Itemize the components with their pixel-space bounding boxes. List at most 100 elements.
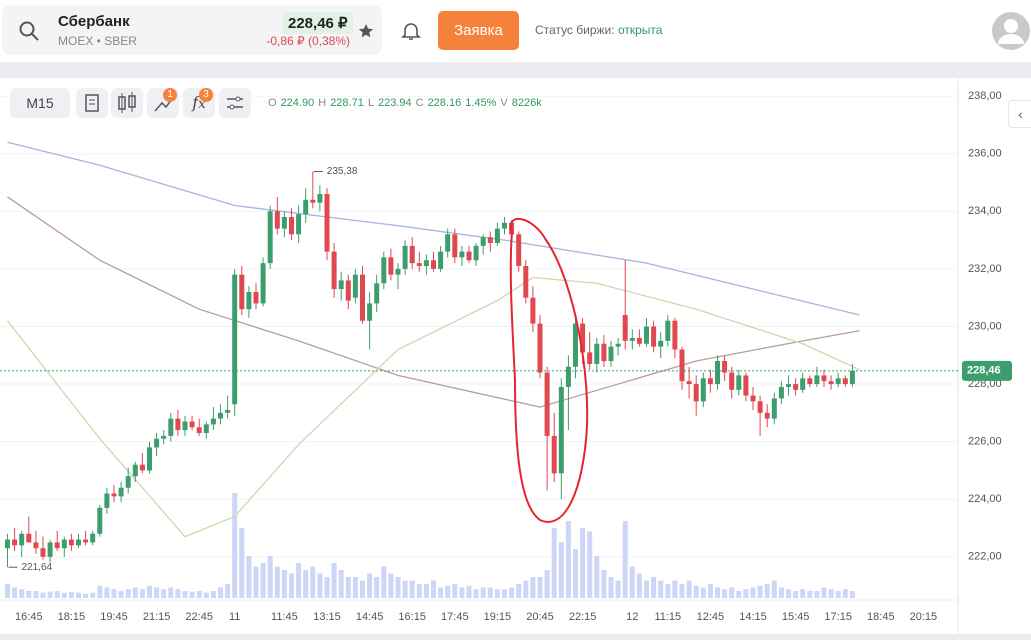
candle-body <box>310 199 316 203</box>
candle-body <box>5 539 10 549</box>
candle-body <box>523 266 529 298</box>
candle-body <box>175 418 181 431</box>
candle-body <box>19 533 25 546</box>
candle-body <box>253 291 259 304</box>
candle-body <box>168 418 174 436</box>
volume-bar <box>352 577 358 598</box>
candle-body <box>367 303 373 321</box>
volume-bar <box>402 580 408 598</box>
candle-body <box>147 447 152 471</box>
candle-body <box>182 421 188 431</box>
candle-body <box>764 412 770 419</box>
volume-bar <box>750 587 756 598</box>
collapse-button[interactable]: ‹ <box>1008 100 1031 128</box>
candle-body <box>622 314 628 341</box>
volume-bar <box>629 566 635 598</box>
volume-bar <box>573 549 578 598</box>
volume-bar <box>793 591 799 598</box>
interval-button[interactable]: M15 <box>10 88 70 118</box>
candle-body <box>722 361 728 373</box>
candle-body <box>487 237 493 243</box>
search-icon[interactable] <box>18 20 40 42</box>
candle-body <box>68 539 74 546</box>
candle-body <box>111 493 117 497</box>
volume-bar <box>509 587 515 598</box>
volume-bar <box>246 556 252 598</box>
bell-icon[interactable] <box>400 20 422 42</box>
candle-body <box>281 217 287 229</box>
x-tick-label: 12:45 <box>697 611 725 623</box>
volume-bar <box>679 584 685 598</box>
candle-body <box>452 234 458 258</box>
volume-bar <box>729 587 735 598</box>
candle-body <box>651 326 657 347</box>
volume-bar <box>253 566 259 598</box>
tool-button[interactable] <box>111 88 143 118</box>
x-tick-label: 19:15 <box>484 611 512 623</box>
ticker: MOEX • SBER <box>58 34 137 48</box>
candle-body <box>771 398 777 419</box>
price-change: -0,86 ₽ (0,38%) <box>266 34 350 48</box>
candle-body <box>786 384 791 387</box>
volume-bar <box>281 570 287 598</box>
volume-bar <box>154 587 160 598</box>
volume-bar <box>61 592 67 598</box>
volume-bar <box>842 589 848 598</box>
candle-body <box>580 323 586 353</box>
candle-body <box>438 251 444 269</box>
volume-bar <box>622 521 628 598</box>
candle-body <box>345 280 351 301</box>
volume-bar <box>118 591 124 598</box>
volume-bar <box>125 589 131 598</box>
candle-body <box>381 257 387 284</box>
volume-bar <box>665 584 671 598</box>
volume-bar <box>466 585 472 598</box>
candle-body <box>274 211 280 229</box>
candle-body <box>61 539 67 549</box>
legend-text: 224.90 <box>280 97 315 109</box>
volume-bar <box>608 577 614 598</box>
x-tick-label: 19:45 <box>100 611 128 623</box>
candle-body <box>551 435 557 474</box>
volume-bar <box>644 580 649 598</box>
candle-body <box>225 409 231 413</box>
y-tick-label: 228,00 <box>968 378 1002 390</box>
volume-bar <box>587 531 593 598</box>
volume-bar <box>423 584 429 598</box>
volume-bar <box>516 584 522 598</box>
volume-bar <box>90 592 96 598</box>
candle-body <box>750 395 756 402</box>
candle-body <box>260 263 266 304</box>
volume-bar <box>537 577 543 598</box>
volume-bar <box>658 580 664 598</box>
candle-body <box>601 343 607 362</box>
volume-bar <box>651 577 657 598</box>
moving-average <box>7 196 860 408</box>
volume-bar <box>338 570 344 598</box>
candle-body <box>636 337 642 344</box>
star-icon[interactable] <box>358 23 374 39</box>
candle-body <box>707 378 713 385</box>
volume-bar <box>239 528 245 598</box>
candle-body <box>502 222 507 229</box>
x-tick-label: 16:15 <box>398 611 426 623</box>
volume-bar <box>764 584 770 598</box>
avatar[interactable] <box>992 12 1030 50</box>
candle-body <box>679 349 685 382</box>
tool-button[interactable] <box>76 88 108 118</box>
volume-bar <box>686 580 692 598</box>
status-label: Статус биржи: <box>535 23 615 37</box>
candle-body <box>778 386 784 399</box>
y-tick-label: 234,00 <box>968 205 1002 217</box>
volume-bar <box>324 577 330 598</box>
volume-bar <box>544 570 550 598</box>
volume-bar <box>615 580 621 598</box>
order-button[interactable]: Заявка <box>438 11 519 50</box>
legend-text: 228.16 <box>427 97 462 109</box>
legend-text: 1.45% <box>465 97 497 109</box>
tool-button[interactable] <box>219 88 251 118</box>
candle-body <box>203 424 209 434</box>
volume-bar <box>707 584 713 598</box>
volume-bar <box>715 587 720 598</box>
